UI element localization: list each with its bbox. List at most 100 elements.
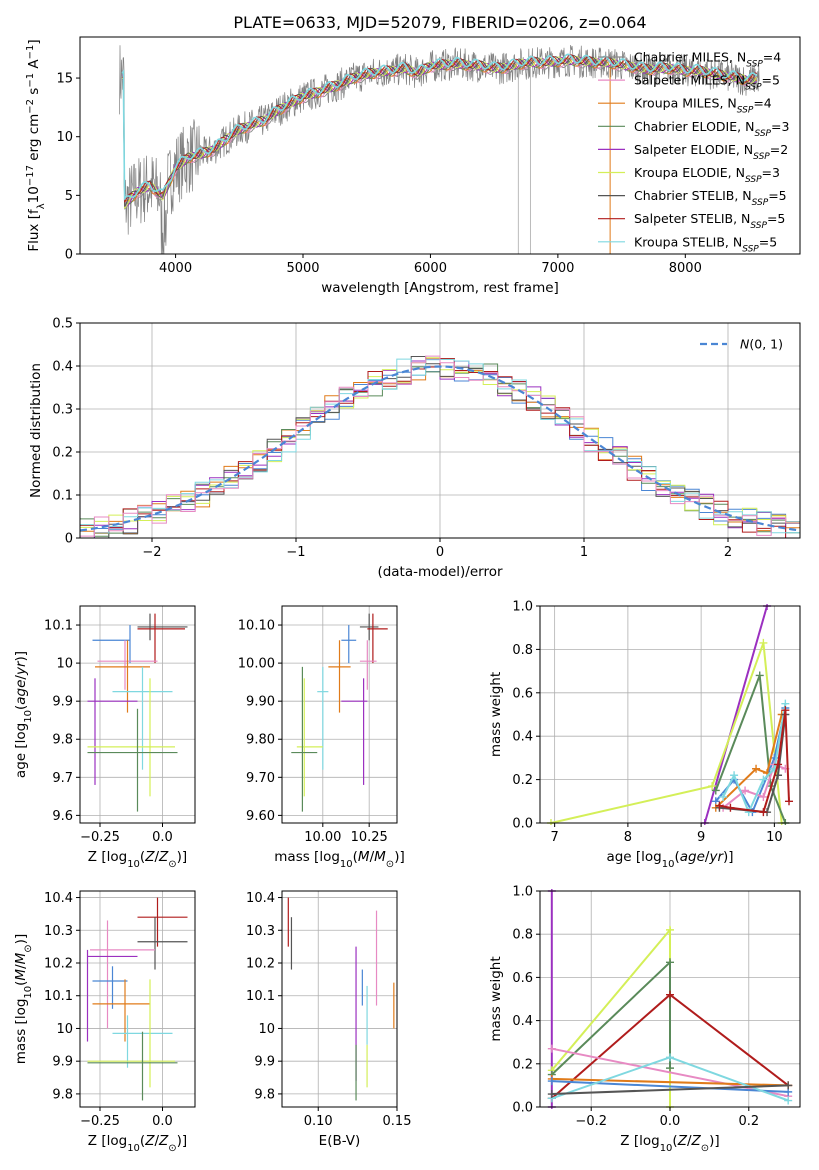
weight-vs-age-xtick-label: 9 <box>697 830 705 845</box>
mass-vs-Z-ytick-label: 9.9 <box>52 1055 73 1070</box>
residuals-xtick-label: 2 <box>724 545 732 560</box>
residuals-xlabel: (data-model)/error <box>377 564 503 580</box>
weight-vs-age-marker <box>708 782 717 791</box>
age-vs-Z-errorbar <box>137 613 185 664</box>
residuals-ytick-label: 0.5 <box>52 317 73 332</box>
age-vs-Z-ylabel: age [log10(age/yr)] <box>13 651 34 778</box>
weight-vs-Z-xtick-label: −0.2 <box>575 1114 607 1129</box>
spectrum-ylabel: Flux [fλ10−17 erg cm−2 s−1 A−1] <box>25 39 47 251</box>
figure-title: PLATE=0633, MJD=52079, FIBERID=0206, z=0… <box>233 13 646 32</box>
weight-vs-Z-plot-area <box>547 889 793 1109</box>
weight-vs-age-plot-area <box>546 604 794 825</box>
weight-vs-age-ytick-label: 1.0 <box>512 600 533 615</box>
mass-vs-Z-errorbar <box>86 949 138 1042</box>
age-vs-mass-errorbar <box>359 640 377 690</box>
legend-entry-label: Kroupa STELIB, NSSP=5 <box>634 234 777 254</box>
weight-vs-age-marker <box>719 792 728 801</box>
weight-vs-age-marker <box>759 808 768 817</box>
age-vs-mass-axes: 10.00 10.25 9.60 9.70 9.80 9.90 10.00 10.10 <box>238 605 398 845</box>
age-vs-mass-errorbar <box>296 678 323 797</box>
mass-vs-Z-plot-area <box>86 897 188 1101</box>
weight-vs-age-series-line <box>714 675 787 824</box>
age-vs-Z-xlabel: Z [log10(Z/Z⊙)] <box>88 849 187 870</box>
residuals-ytick-label: 0.3 <box>52 403 73 418</box>
spectrum-xtick-label: 6000 <box>414 261 447 276</box>
weight-vs-age-xtick-label: 7 <box>551 830 559 845</box>
model-spectrum-line <box>122 55 758 207</box>
mass-vs-EBV-ytick-label: 10.2 <box>246 957 275 972</box>
weight-vs-Z-frame <box>539 890 801 1108</box>
residuals-ylabel: Normed distribution <box>28 363 44 498</box>
residuals-frame <box>79 322 801 539</box>
mass-vs-EBV-ytick-label: 10.3 <box>246 924 275 939</box>
age-vs-mass-errorbar <box>291 666 318 812</box>
mass-vs-EBV-plot-area <box>287 897 395 1101</box>
legend-entry-label: Salpeter ELODIE, NSSP=2 <box>634 142 788 162</box>
spectrum-xtick-label: 4000 <box>159 261 192 276</box>
residuals-ytick-label: 0 <box>65 532 73 547</box>
spectrum-plot-area <box>119 45 760 254</box>
age-vs-Z-errorbar <box>87 708 178 812</box>
legend-entry-label: Chabrier STELIB, NSSP=5 <box>634 188 787 208</box>
mass-vs-Z-ytick-label: 9.8 <box>52 1087 73 1102</box>
spectrum-legend: Chabrier MILES, NSSP=4 Salpeter MILES, NS… <box>598 50 789 254</box>
mass-vs-Z-ytick-label: 10.3 <box>44 924 73 939</box>
age-vs-Z-panel <box>80 606 195 823</box>
weight-vs-age-marker <box>785 797 794 806</box>
weight-vs-age-xtick-label: 10 <box>766 830 783 845</box>
weight-vs-age-series-line <box>722 703 787 815</box>
age-vs-mass-ytick-label: 9.60 <box>246 809 275 824</box>
spectrum-panel <box>119 45 760 254</box>
age-vs-mass-ytick-label: 9.90 <box>246 695 275 710</box>
weight-vs-age-ytick-label: 0.4 <box>512 730 533 745</box>
weight-vs-Z-ylabel: mass weight <box>488 956 504 1041</box>
weight-vs-age-marker <box>755 671 764 680</box>
age-vs-Z-errorbar <box>87 678 175 797</box>
spectrum-xtick-label: 5000 <box>286 261 319 276</box>
spectrum-frame <box>79 36 801 255</box>
legend-entry-label: Kroupa ELODIE, NSSP=3 <box>634 165 780 185</box>
spectrum-ytick-label: 10 <box>56 130 73 145</box>
age-vs-mass-plot-area <box>291 613 388 812</box>
weight-vs-age-marker <box>715 801 724 810</box>
age-vs-mass-errorbar <box>341 625 357 664</box>
legend-entry-label: N(0, 1) <box>740 337 783 352</box>
legend-entry-label: Chabrier ELODIE, NSSP=3 <box>634 119 789 139</box>
residuals-xtick-label: −1 <box>286 545 305 560</box>
mass-vs-EBV-ytick-label: 10.1 <box>246 989 275 1004</box>
age-vs-Z-errorbar <box>95 640 150 713</box>
mass-vs-Z-panel <box>80 891 195 1107</box>
age-vs-Z-ytick-label: 9.9 <box>52 695 73 710</box>
weight-vs-age-marker <box>730 771 739 780</box>
age-vs-Z-errorbar <box>112 666 173 770</box>
mass-vs-Z-frame <box>79 890 196 1108</box>
weight-vs-age-axes: 7 8 9 10 0.0 0.2 0.4 0.6 0.8 1.0 <box>512 600 801 845</box>
weight-vs-Z-marker <box>547 1077 556 1086</box>
age-vs-mass-panel <box>282 606 397 823</box>
model-spectrum-line <box>121 55 758 210</box>
weight-vs-age-xtick-label: 8 <box>624 830 632 845</box>
weight-vs-age-marker <box>774 760 783 769</box>
weight-vs-Z-ytick-label: 0.2 <box>512 1057 533 1072</box>
residual-histogram <box>80 356 800 539</box>
weight-vs-Z-ytick-label: 0.0 <box>512 1101 533 1116</box>
legend-entry-label: Chabrier MILES, NSSP=4 <box>634 50 781 70</box>
weight-vs-age-ytick-label: 0.0 <box>512 817 533 832</box>
legend-entry-label: Kroupa MILES, NSSP=4 <box>634 96 772 116</box>
mass-vs-EBV-xtick-label: 0.15 <box>383 1114 412 1129</box>
age-vs-mass-errorbar <box>341 678 368 785</box>
weight-vs-Z-series-line <box>551 959 671 1076</box>
residual-histogram <box>80 355 800 537</box>
mass-vs-Z-xtick-label: −0.25 <box>80 1114 120 1129</box>
spectrum-axes: 4000 5000 6000 7000 8000 0 5 10 15 <box>56 36 801 276</box>
mass-vs-Z-errorbar <box>92 979 150 1042</box>
weight-vs-Z-series-line <box>551 1084 789 1095</box>
age-vs-Z-frame <box>79 605 196 824</box>
age-vs-mass-errorbar <box>367 613 388 664</box>
weight-vs-age-ytick-label: 0.8 <box>512 643 533 658</box>
model-spectrum-line <box>121 57 758 203</box>
residuals-axes: −2 −1 0 1 2 0 0.1 0.2 0.3 0.4 0.5 <box>52 317 801 560</box>
residuals-ytick-label: 0.1 <box>52 489 73 504</box>
mass-vs-Z-axes: −0.25 0.0 9.8 9.9 10 10.1 10.2 10.3 10.4 <box>44 890 196 1129</box>
mass-vs-Z-errorbar <box>92 966 128 1009</box>
